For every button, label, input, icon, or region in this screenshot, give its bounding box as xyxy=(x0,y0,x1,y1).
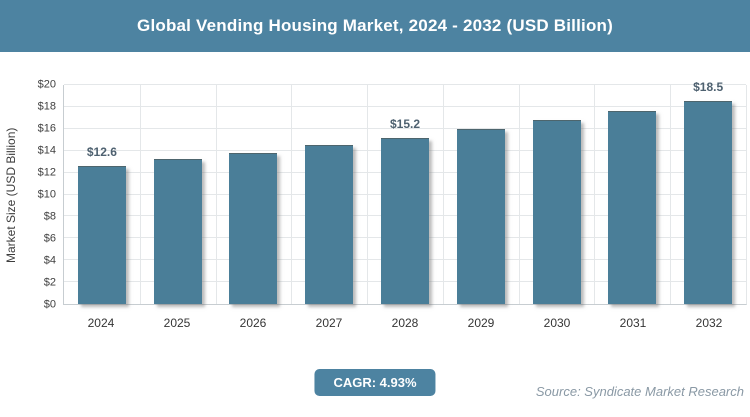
y-tick-label: $4 xyxy=(43,254,56,267)
y-axis-tick-labels: $0 $2 $4 $6 $8 $10 $12 $14 $16 $18 $20 xyxy=(0,79,56,310)
plot-area: $12.6 $15.2 $18.5 xyxy=(63,80,747,305)
x-tick-label: 2026 xyxy=(239,316,267,330)
v-gridline xyxy=(139,85,141,304)
y-tick-label: $0 xyxy=(43,298,56,311)
x-tick-label: 2032 xyxy=(695,316,723,330)
bar-2029 xyxy=(456,128,505,304)
v-gridline xyxy=(291,85,293,304)
x-axis-tick-labels: 2024 2025 2026 2027 2028 2029 2030 2031 2032 xyxy=(63,316,747,334)
v-gridline xyxy=(442,85,444,304)
y-tick-label: $10 xyxy=(37,188,56,201)
v-gridline xyxy=(594,85,596,304)
bar-value-label: $12.6 xyxy=(86,145,117,160)
v-gridline xyxy=(215,85,217,304)
h-gridline xyxy=(64,127,746,129)
bar-2028 xyxy=(381,137,429,304)
y-tick-label: $20 xyxy=(37,78,56,91)
chart-title-bar: Global Vending Housing Market, 2024 - 20… xyxy=(0,0,750,52)
bar-value-label: $15.2 xyxy=(389,116,421,131)
x-tick-label: 2028 xyxy=(391,316,419,330)
x-tick-label: 2030 xyxy=(543,316,571,330)
x-tick-label: 2031 xyxy=(619,316,647,330)
v-gridline xyxy=(518,85,520,304)
bar-2027 xyxy=(305,145,354,304)
bar-2025 xyxy=(153,159,202,304)
bar-value-label: $18.5 xyxy=(693,80,724,95)
source-text: Source: Syndicate Market Research xyxy=(535,384,744,399)
h-gridline xyxy=(64,84,746,85)
x-tick-label: 2029 xyxy=(467,316,495,330)
y-tick-label: $2 xyxy=(43,276,56,289)
y-tick-label: $8 xyxy=(43,210,56,223)
bar-2030 xyxy=(532,120,581,304)
y-tick-label: $18 xyxy=(37,100,56,113)
v-gridline xyxy=(670,85,672,304)
bar-2024 xyxy=(77,166,126,304)
chart-title: Global Vending Housing Market, 2024 - 20… xyxy=(137,16,613,35)
bar-2031 xyxy=(608,111,657,304)
x-tick-label: 2027 xyxy=(315,316,343,330)
y-tick-label: $14 xyxy=(37,144,56,157)
y-tick-label: $6 xyxy=(43,232,56,245)
y-tick-label: $16 xyxy=(37,122,56,135)
y-tick-label: $12 xyxy=(37,166,56,179)
x-tick-label: 2024 xyxy=(87,316,115,330)
v-gridline xyxy=(367,85,369,304)
x-tick-label: 2025 xyxy=(163,316,191,330)
bar-2032 xyxy=(684,101,733,304)
h-gridline xyxy=(64,105,746,107)
bar-2026 xyxy=(229,152,278,304)
cagr-badge: CAGR: 4.93% xyxy=(314,369,436,396)
